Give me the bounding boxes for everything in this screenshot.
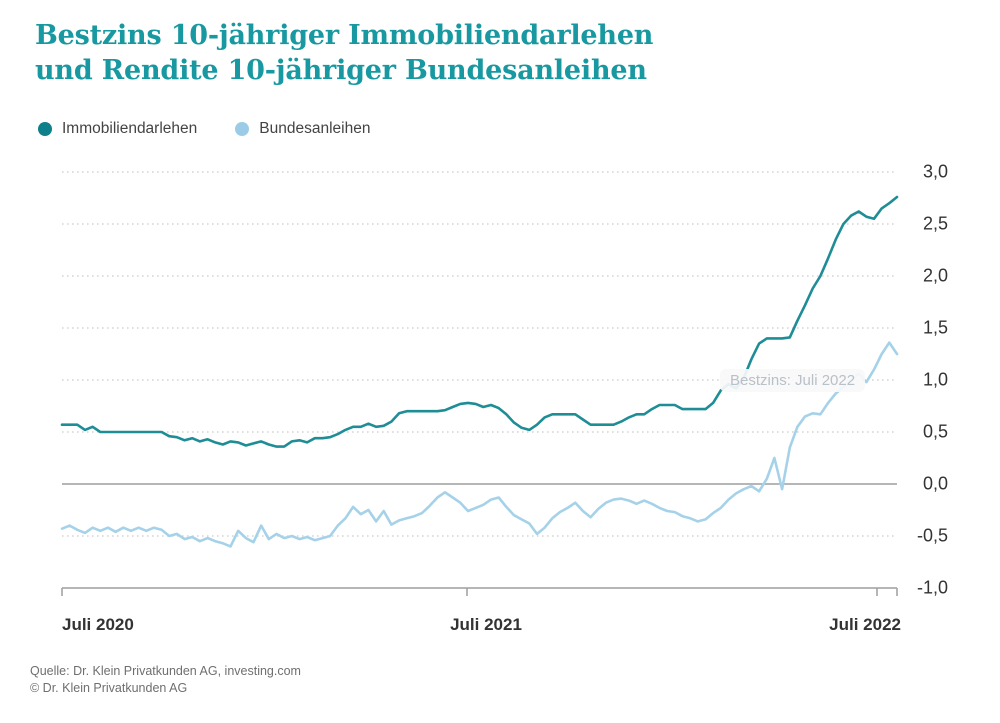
legend-item-immobiliendarlehen: Immobiliendarlehen: [38, 120, 197, 138]
hover-tooltip-annotation: Bestzins: Juli 2022: [720, 369, 866, 392]
y-axis-label: 1,5: [922, 317, 948, 338]
chart-legend: Immobiliendarlehen Bundesanleihen: [38, 120, 370, 138]
y-axis-label: -0,5: [916, 525, 948, 546]
y-axis-label: 0,5: [922, 421, 948, 442]
x-axis-label: Juli 2021: [450, 615, 522, 634]
x-axis-label: Juli 2020: [62, 615, 134, 634]
chart-title-line2: und Rendite 10-jähriger Bundesanleihen: [35, 55, 647, 86]
chart-title-line1: Bestzins 10-jähriger Immobiliendarlehen: [35, 20, 654, 51]
source-line: Quelle: Dr. Klein Privatkunden AG, inves…: [30, 664, 301, 678]
legend-label-immobiliendarlehen: Immobiliendarlehen: [62, 120, 198, 137]
y-axis-label: 2,5: [922, 213, 948, 234]
series-line-bundesanleihen: [60, 341, 899, 548]
y-axis-label: 2,0: [922, 265, 948, 286]
chart-title: Bestzins 10-jähriger Immobiliendarlehen …: [35, 18, 653, 88]
copyright-line: © Dr. Klein Privatkunden AG: [30, 681, 188, 695]
y-axis-label: 1,0: [922, 369, 948, 390]
source-note: Quelle: Dr. Klein Privatkunden AG, inves…: [30, 663, 301, 697]
series-line-immobiliendarlehen: [60, 195, 899, 448]
legend-label-bundesanleihen: Bundesanleihen: [259, 120, 371, 137]
legend-item-bundesanleihen: Bundesanleihen: [235, 120, 370, 138]
x-axis-label: Juli 2022: [829, 615, 901, 634]
legend-dot-light-icon: [235, 122, 250, 136]
y-axis-label: 3,0: [922, 161, 948, 182]
legend-dot-dark-icon: [38, 122, 52, 136]
y-axis-label: 0,0: [922, 473, 948, 494]
y-axis-label: -1,0: [916, 577, 948, 598]
